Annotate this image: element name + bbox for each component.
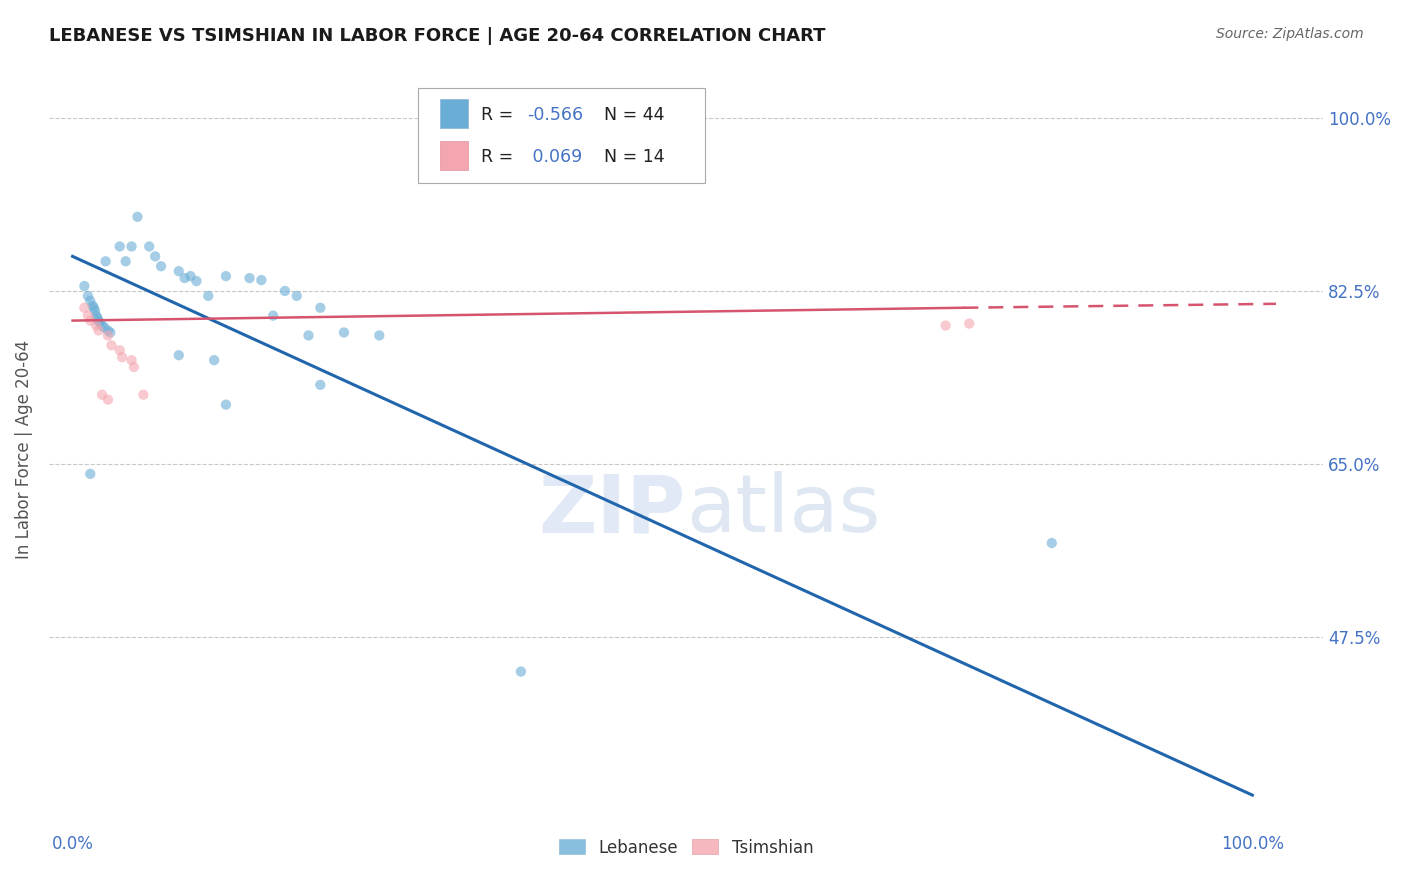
Point bbox=[111, 350, 134, 364]
Text: LEBANESE VS TSIMSHIAN IN LABOR FORCE | AGE 20-64 CORRELATION CHART: LEBANESE VS TSIMSHIAN IN LABOR FORCE | A… bbox=[49, 27, 825, 45]
Point bbox=[262, 309, 284, 323]
FancyBboxPatch shape bbox=[440, 141, 468, 169]
Text: Source: ZipAtlas.com: Source: ZipAtlas.com bbox=[1216, 27, 1364, 41]
Point bbox=[150, 259, 173, 273]
Point bbox=[309, 301, 332, 315]
Point bbox=[84, 318, 107, 333]
Point bbox=[79, 467, 101, 481]
Point bbox=[79, 293, 101, 308]
Point bbox=[122, 360, 145, 375]
Point bbox=[73, 279, 96, 293]
Point bbox=[121, 353, 143, 368]
Point bbox=[285, 289, 308, 303]
Text: R =: R = bbox=[481, 148, 519, 166]
Point bbox=[132, 388, 155, 402]
Point bbox=[274, 284, 297, 298]
Point bbox=[935, 318, 957, 333]
Legend: Lebanese, Tsimshian: Lebanese, Tsimshian bbox=[553, 832, 820, 863]
Point bbox=[73, 301, 96, 315]
Point bbox=[84, 309, 107, 323]
Text: 0.069: 0.069 bbox=[527, 148, 582, 166]
Text: -0.566: -0.566 bbox=[527, 105, 583, 124]
Point bbox=[127, 210, 149, 224]
Text: N = 44: N = 44 bbox=[593, 105, 665, 124]
Point bbox=[100, 338, 122, 352]
Point bbox=[309, 377, 332, 392]
Point bbox=[97, 392, 120, 407]
Point bbox=[79, 313, 101, 327]
Text: atlas: atlas bbox=[686, 471, 880, 549]
Point bbox=[89, 316, 111, 330]
Point bbox=[121, 239, 143, 253]
Point bbox=[82, 299, 104, 313]
Point bbox=[138, 239, 160, 253]
Point bbox=[91, 318, 114, 333]
Point bbox=[180, 269, 202, 284]
Text: ZIP: ZIP bbox=[538, 471, 686, 549]
Point bbox=[114, 254, 136, 268]
Point bbox=[91, 388, 114, 402]
Point bbox=[215, 398, 238, 412]
Point bbox=[250, 273, 273, 287]
Point bbox=[167, 348, 190, 362]
Point bbox=[93, 320, 115, 334]
Point bbox=[957, 317, 980, 331]
Point bbox=[77, 289, 100, 303]
FancyBboxPatch shape bbox=[419, 87, 706, 183]
Point bbox=[87, 313, 110, 327]
Point bbox=[167, 264, 190, 278]
Point bbox=[97, 324, 120, 338]
Point bbox=[108, 239, 131, 253]
Point bbox=[84, 303, 107, 318]
Point bbox=[238, 271, 260, 285]
Point bbox=[186, 274, 208, 288]
Point bbox=[202, 353, 225, 368]
Point bbox=[509, 665, 531, 679]
Point bbox=[87, 324, 110, 338]
Point bbox=[215, 269, 238, 284]
Point bbox=[94, 254, 117, 268]
Point bbox=[368, 328, 391, 343]
Point bbox=[98, 326, 121, 340]
Point bbox=[77, 309, 100, 323]
Point bbox=[197, 289, 219, 303]
Point bbox=[83, 301, 105, 315]
Text: N = 14: N = 14 bbox=[593, 148, 665, 166]
FancyBboxPatch shape bbox=[440, 99, 468, 128]
Point bbox=[297, 328, 319, 343]
Point bbox=[333, 326, 356, 340]
Point bbox=[173, 271, 195, 285]
Y-axis label: In Labor Force | Age 20-64: In Labor Force | Age 20-64 bbox=[15, 340, 32, 558]
Point bbox=[86, 310, 108, 325]
Point bbox=[1040, 536, 1063, 550]
Point bbox=[108, 343, 131, 358]
Point bbox=[97, 328, 120, 343]
Point bbox=[143, 249, 166, 263]
Text: R =: R = bbox=[481, 105, 519, 124]
